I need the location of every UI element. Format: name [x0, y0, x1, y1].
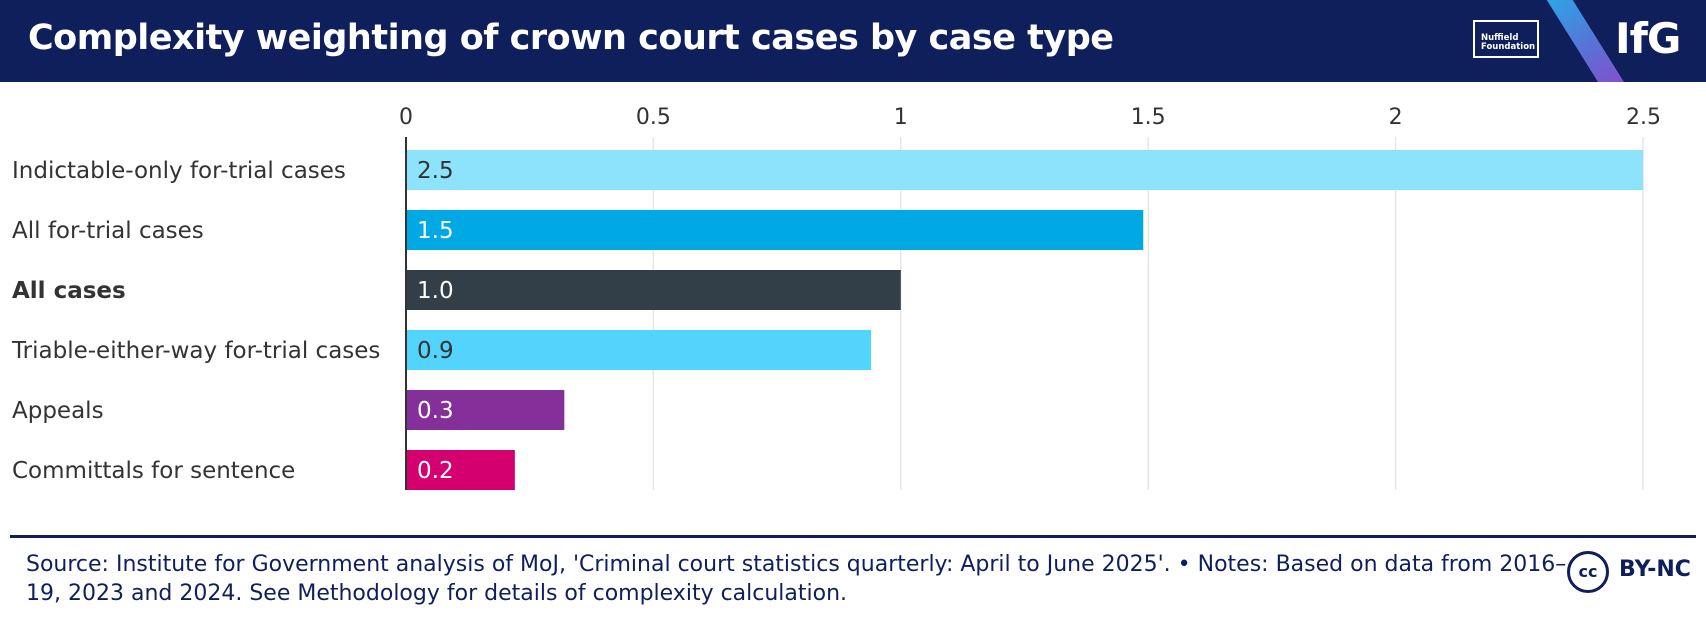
bar: [406, 390, 565, 430]
category-label: Triable-either-way for-trial cases: [11, 338, 380, 364]
value-label: 1.5: [417, 218, 454, 244]
nuffield-foundation-logo: Nuffield Foundation: [1473, 20, 1539, 58]
chart-title: Complexity weighting of crown court case…: [28, 18, 1114, 58]
value-label: 0.2: [417, 458, 454, 484]
license-text: BY-NC: [1619, 557, 1691, 582]
category-label: All for-trial cases: [12, 218, 204, 244]
value-label: 1.0: [417, 278, 454, 304]
x-tick-label: 2: [1389, 105, 1403, 130]
license-badge: cc BY-NC: [1567, 551, 1697, 595]
nuffield-logo-line1: Nuffield: [1481, 33, 1519, 43]
category-label: Indictable-only for-trial cases: [12, 158, 346, 184]
category-label: All cases: [12, 278, 126, 304]
value-label: 2.5: [417, 158, 454, 184]
category-label: Appeals: [12, 398, 104, 424]
ifg-logo: IfG: [1615, 14, 1681, 63]
footer-divider: [10, 535, 1696, 538]
bar: [406, 450, 515, 490]
bar: [406, 270, 901, 310]
bar: [406, 210, 1144, 250]
x-tick-label: 1.5: [1131, 105, 1166, 130]
bar: [406, 330, 872, 370]
x-tick-label: 2.5: [1626, 105, 1661, 130]
category-label: Committals for sentence: [12, 458, 295, 484]
bar-chart: 0 0.5 1 1.5 2 2.5 Indictable-only for-trial ca…: [11, 105, 1661, 490]
source-note: Source: Institute for Government analysi…: [26, 552, 1567, 606]
value-label: 0.9: [417, 338, 454, 364]
nuffield-logo-line2: Foundation: [1481, 42, 1536, 52]
x-tick-label: 1: [894, 105, 908, 130]
header-banner: Complexity weighting of crown court case…: [0, 0, 1706, 82]
bar: [406, 150, 1643, 190]
x-tick-label: 0: [399, 105, 413, 130]
value-label: 0.3: [417, 398, 454, 424]
x-tick-label: 0.5: [636, 105, 671, 130]
creative-commons-icon: cc: [1567, 551, 1609, 593]
